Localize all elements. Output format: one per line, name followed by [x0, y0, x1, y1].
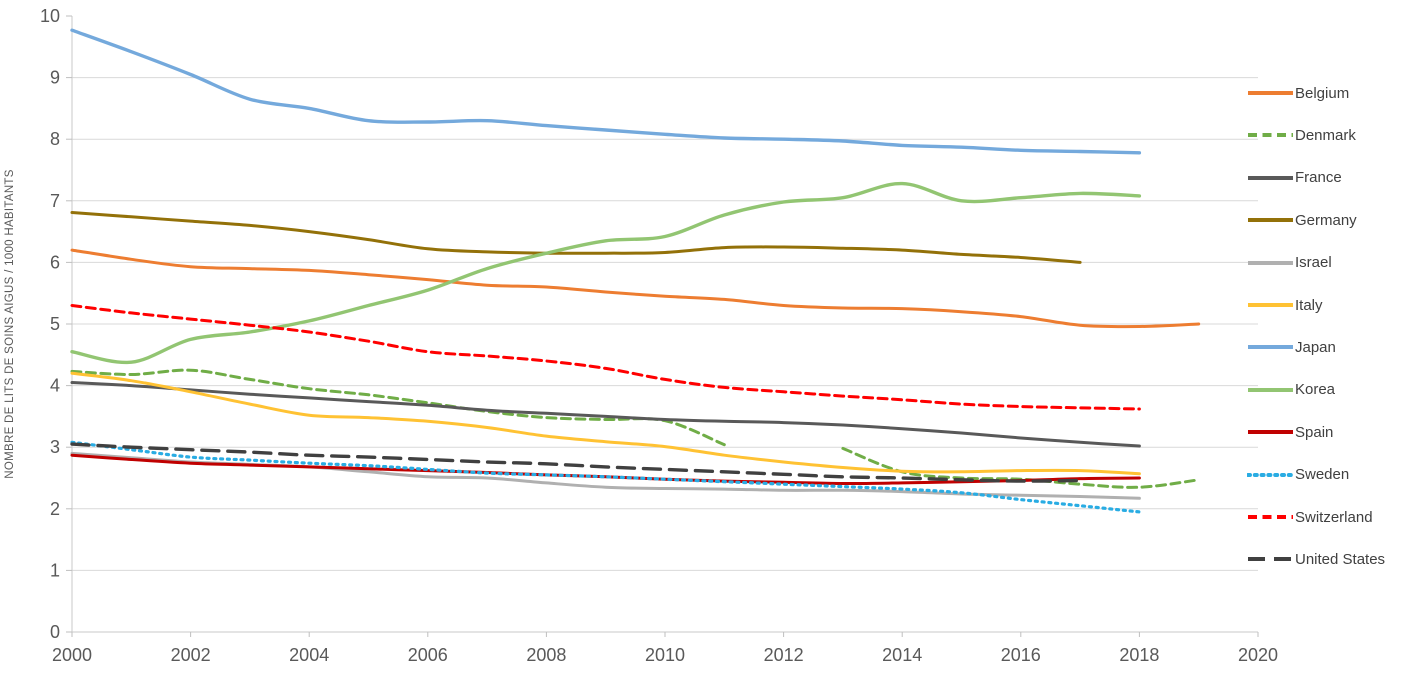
legend-item-denmark: Denmark — [1247, 124, 1356, 146]
series-line-japan — [70, 28, 1142, 155]
legend-item-belgium: Belgium — [1247, 82, 1349, 104]
legend-swatch-belgium — [1248, 91, 1293, 95]
legend-swatch-spain — [1248, 430, 1293, 435]
series-line-united-states — [70, 442, 1082, 483]
legend-label: Spain — [1295, 423, 1334, 441]
x-tick-label: 2016 — [1001, 645, 1041, 665]
legend-label: Belgium — [1295, 84, 1350, 102]
x-tick-label: 2008 — [526, 645, 566, 665]
legend-label: Israel — [1295, 254, 1332, 272]
legend-item-korea: Korea — [1247, 379, 1335, 401]
legend-swatch-israel — [1248, 260, 1293, 265]
x-tick-label: 2014 — [882, 645, 922, 665]
legend-label: France — [1295, 169, 1342, 187]
legend-swatch-united-states — [1248, 557, 1293, 562]
x-tick-label: 2020 — [1238, 645, 1278, 665]
x-tick-label: 2018 — [1119, 645, 1159, 665]
series-line-italy — [70, 371, 1141, 476]
x-tick-label: 2010 — [645, 645, 685, 665]
y-tick-label: 10 — [40, 6, 60, 26]
legend-swatch-japan — [1248, 345, 1293, 350]
legend-item-switzerland: Switzerland — [1247, 506, 1373, 528]
y-tick-label: 0 — [50, 622, 60, 642]
series-line-spain — [70, 453, 1141, 486]
series-line-belgium — [70, 248, 1201, 329]
legend-label: Japan — [1295, 338, 1336, 356]
legend-swatch-france — [1248, 175, 1293, 180]
legend-label: United States — [1295, 550, 1386, 568]
y-tick-label: 9 — [50, 68, 60, 88]
legend-label: Korea — [1295, 381, 1336, 399]
y-tick-label: 4 — [50, 376, 60, 396]
legend-item-germany: Germany — [1247, 209, 1357, 231]
legend-item-sweden: Sweden — [1247, 464, 1349, 486]
x-tick-label: 2000 — [52, 645, 92, 665]
legend-item-spain: Spain — [1247, 421, 1333, 443]
y-tick-label: 2 — [50, 499, 60, 519]
legend: Belgium Denmark France Germany Israel Italy Ja… — [1247, 0, 1408, 673]
series-line-denmark — [70, 368, 726, 447]
legend-label: Denmark — [1295, 126, 1356, 144]
x-tick-label: 2004 — [289, 645, 329, 665]
y-tick-label: 6 — [50, 252, 60, 272]
legend-swatch-germany — [1248, 218, 1293, 223]
legend-item-japan: Japan — [1247, 336, 1336, 358]
legend-label: Italy — [1295, 296, 1323, 314]
legend-label: Switzerland — [1295, 508, 1373, 526]
legend-swatch-korea — [1248, 387, 1293, 392]
legend-label: Sweden — [1295, 466, 1350, 484]
legend-item-united-states: United States — [1247, 548, 1385, 570]
series-line-france — [70, 381, 1141, 448]
y-tick-label: 8 — [50, 129, 60, 149]
x-tick-label: 2002 — [171, 645, 211, 665]
x-tick-label: 2012 — [764, 645, 804, 665]
y-axis-title: NOMBRE DE LITS DE SOINS AIGUS / 1000 HAB… — [4, 169, 16, 479]
series-line-korea — [70, 181, 1142, 365]
legend-label: Germany — [1295, 211, 1357, 229]
series-line-sweden — [70, 440, 1141, 514]
legend-swatch-sweden — [1247, 472, 1295, 477]
legend-item-israel: Israel — [1247, 252, 1332, 274]
legend-swatch-denmark — [1248, 133, 1293, 138]
x-tick-label: 2006 — [408, 645, 448, 665]
y-tick-label: 1 — [50, 560, 60, 580]
series-line-germany — [70, 211, 1082, 264]
series-line-switzerland — [70, 304, 1141, 411]
legend-item-france: France — [1247, 167, 1342, 189]
legend-item-italy: Italy — [1247, 294, 1323, 316]
legend-swatch-italy — [1248, 303, 1293, 307]
y-tick-label: 7 — [50, 191, 60, 211]
legend-swatch-switzerland — [1248, 515, 1293, 519]
y-tick-label: 5 — [50, 314, 60, 334]
y-tick-label: 3 — [50, 437, 60, 457]
